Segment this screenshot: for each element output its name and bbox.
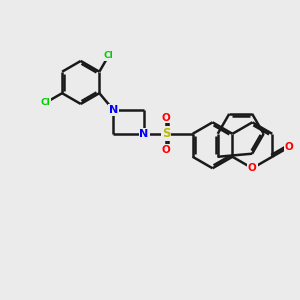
- Text: Cl: Cl: [103, 51, 113, 60]
- Text: Cl: Cl: [41, 98, 50, 107]
- Text: O: O: [285, 142, 293, 152]
- Text: N: N: [140, 129, 149, 139]
- Text: O: O: [248, 163, 257, 173]
- Text: O: O: [162, 145, 170, 155]
- Text: S: S: [162, 127, 170, 140]
- Text: N: N: [109, 105, 118, 115]
- Text: O: O: [162, 112, 170, 123]
